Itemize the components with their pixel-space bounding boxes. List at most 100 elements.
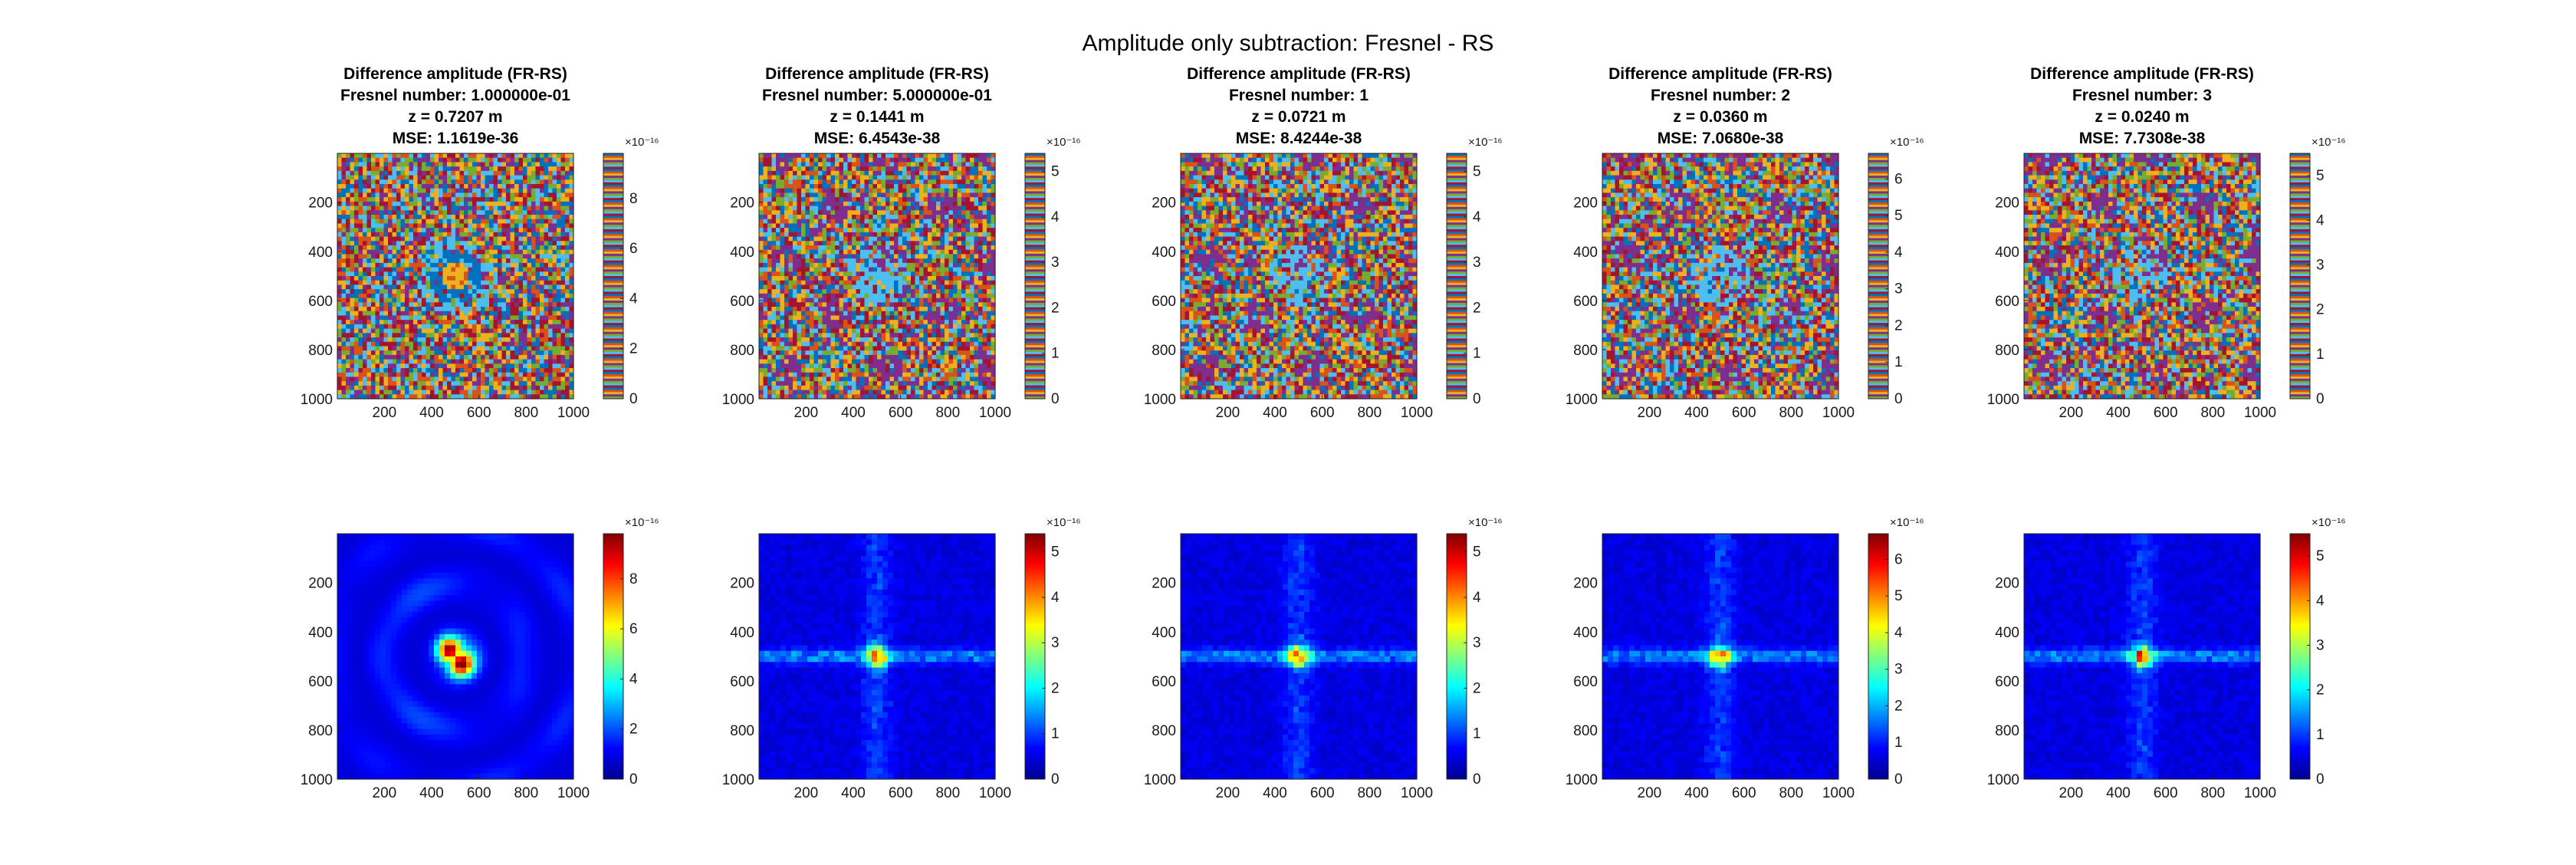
heatmap-cell — [788, 232, 794, 238]
heatmap-cell — [481, 223, 486, 229]
heatmap-cell — [455, 311, 461, 317]
heatmap-cell — [898, 157, 903, 163]
heatmap-cell — [498, 249, 503, 255]
heatmap-cell — [928, 188, 933, 194]
heatmap-cell — [451, 271, 456, 277]
heatmap-cell — [780, 280, 785, 286]
heatmap-cell — [472, 179, 478, 185]
heatmap-cell — [350, 192, 355, 198]
heatmap-cell — [801, 206, 807, 211]
heatmap-cell — [965, 219, 971, 225]
heatmap-cell — [447, 346, 452, 351]
heatmap-cell — [540, 363, 545, 369]
heatmap-cell — [869, 241, 874, 246]
heatmap-cell — [375, 179, 380, 185]
heatmap-cell — [940, 162, 945, 167]
heatmap-cell — [982, 271, 987, 277]
heatmap-cell — [476, 385, 481, 391]
heatmap-cell — [455, 262, 461, 268]
heatmap-cell — [464, 359, 469, 364]
heatmap-cell — [451, 215, 456, 220]
heatmap-cell — [767, 236, 773, 242]
heatmap-cell — [518, 359, 524, 364]
heatmap-cell — [476, 337, 481, 343]
heatmap-cell — [919, 166, 925, 172]
heatmap-cell — [366, 390, 372, 395]
heatmap-cell — [468, 341, 473, 347]
heatmap-cell — [413, 249, 419, 255]
heatmap-cell — [902, 170, 908, 176]
heatmap-cell — [468, 350, 473, 356]
heatmap-cell — [801, 219, 807, 225]
heatmap-cell — [886, 201, 891, 207]
heatmap-cell — [354, 333, 360, 338]
colorbar-segment — [603, 385, 623, 388]
heatmap-cell — [485, 337, 490, 343]
heatmap-cell — [919, 267, 925, 272]
heatmap-cell — [485, 201, 490, 207]
heatmap-cell — [514, 372, 520, 378]
heatmap-cell — [451, 276, 456, 281]
heatmap-cell — [363, 324, 368, 330]
heatmap-cell — [337, 311, 343, 317]
heatmap-cell — [928, 206, 933, 211]
heatmap-cell — [535, 363, 540, 369]
heatmap-cell — [898, 245, 903, 251]
heatmap-cell — [498, 228, 503, 233]
heatmap-cell — [464, 298, 469, 303]
heatmap-cell — [366, 341, 372, 347]
heatmap-cell — [548, 197, 554, 202]
heatmap-cell — [953, 232, 958, 238]
heatmap-cell — [405, 359, 410, 364]
heatmap-cell — [767, 228, 773, 233]
heatmap-cell — [540, 223, 545, 229]
heatmap-cell — [375, 206, 380, 211]
heatmap-cell — [869, 188, 874, 194]
heatmap-cell — [354, 363, 360, 369]
heatmap-cell — [498, 333, 503, 338]
heatmap-cell — [354, 350, 360, 356]
heatmap-cell — [498, 262, 503, 268]
heatmap-cell — [788, 284, 794, 290]
heatmap-cell — [560, 210, 566, 215]
heatmap-cell — [518, 201, 524, 207]
heatmap-cell — [514, 390, 520, 395]
heatmap-cell — [860, 153, 866, 159]
heatmap-cell — [455, 315, 461, 321]
heatmap-cell — [548, 293, 554, 299]
heatmap-cell — [544, 228, 549, 233]
heatmap-cell — [557, 377, 562, 382]
heatmap-cell — [776, 175, 781, 180]
heatmap-cell — [422, 197, 427, 202]
heatmap-cell — [380, 262, 385, 268]
heatmap-cell — [392, 175, 397, 180]
heatmap-cell — [805, 280, 810, 286]
heatmap-cell — [527, 368, 532, 373]
heatmap-cell — [363, 188, 368, 194]
heatmap-cell — [383, 337, 389, 343]
heatmap-cell — [354, 307, 360, 312]
heatmap-cell — [569, 381, 574, 386]
heatmap-cell — [852, 184, 857, 189]
heatmap-cell — [936, 228, 941, 233]
heatmap-cell — [940, 280, 945, 286]
heatmap-cell — [350, 289, 355, 294]
heatmap-cell — [540, 337, 545, 343]
heatmap-cell — [936, 192, 941, 198]
heatmap-cell — [498, 346, 503, 351]
heatmap-cell — [810, 241, 815, 246]
heatmap-cell — [371, 284, 376, 290]
heatmap-cell — [409, 188, 414, 194]
heatmap-cell — [455, 381, 461, 386]
heatmap-cell — [350, 201, 355, 207]
heatmap-cell — [514, 394, 520, 400]
heatmap-cell — [481, 162, 486, 167]
heatmap-cell — [396, 350, 402, 356]
heatmap-cell — [388, 377, 393, 382]
heatmap-cell — [366, 298, 372, 303]
heatmap-cell — [417, 390, 422, 395]
heatmap-cell — [961, 276, 967, 281]
heatmap-cell — [481, 311, 486, 317]
heatmap-cell — [341, 394, 347, 400]
heatmap-cell — [544, 157, 549, 163]
